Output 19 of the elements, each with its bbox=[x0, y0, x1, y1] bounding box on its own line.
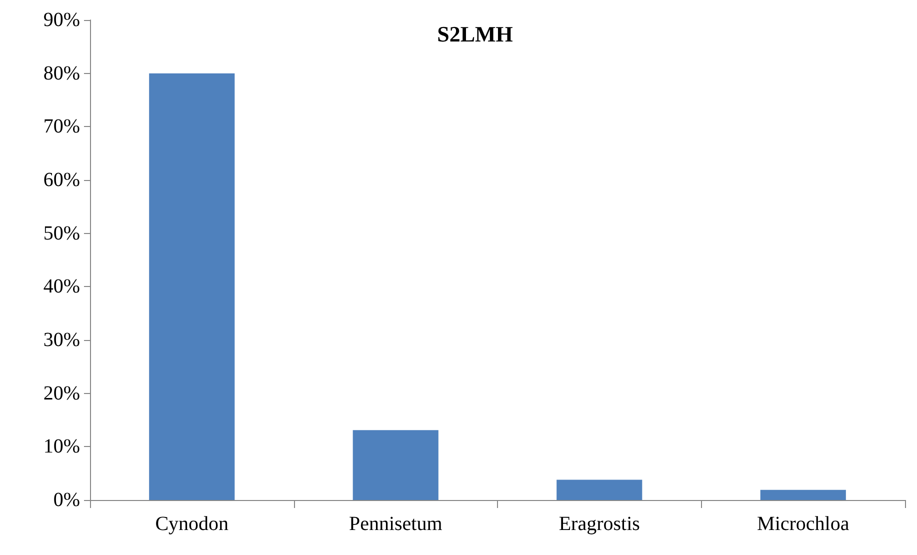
bar bbox=[352, 430, 438, 500]
y-tick-label: 70% bbox=[43, 116, 80, 138]
bar bbox=[149, 73, 235, 500]
x-tick-label: Eragrostis bbox=[558, 513, 640, 535]
x-tick-label: Cynodon bbox=[155, 513, 229, 535]
y-tick-label: 60% bbox=[43, 169, 80, 191]
chart-title: S2LMH bbox=[437, 22, 513, 46]
x-tick-label: Pennisetum bbox=[348, 513, 443, 535]
y-tick-label: 0% bbox=[53, 489, 80, 511]
bar bbox=[556, 480, 642, 500]
x-tick-label: Microchloa bbox=[757, 513, 850, 535]
y-tick-label: 40% bbox=[43, 276, 80, 298]
bar bbox=[760, 490, 846, 500]
y-tick-label: 20% bbox=[43, 382, 80, 404]
y-tick-label: 30% bbox=[43, 329, 80, 351]
y-tick-label: 80% bbox=[43, 62, 80, 84]
y-tick-label: 90% bbox=[43, 9, 80, 31]
y-tick-label: 10% bbox=[43, 436, 80, 458]
y-tick-label: 50% bbox=[43, 222, 80, 244]
